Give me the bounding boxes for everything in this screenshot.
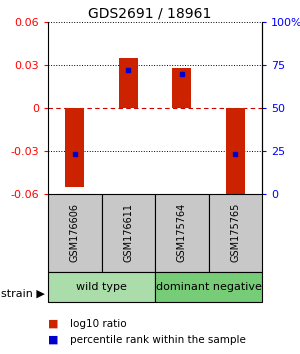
Text: GSM175765: GSM175765 xyxy=(230,203,240,262)
Text: percentile rank within the sample: percentile rank within the sample xyxy=(70,335,246,345)
Text: GDS2691 / 18961: GDS2691 / 18961 xyxy=(88,6,212,20)
Bar xyxy=(119,58,138,108)
FancyBboxPatch shape xyxy=(48,272,155,302)
Bar xyxy=(172,68,191,108)
Text: ■: ■ xyxy=(48,335,58,345)
Bar xyxy=(65,108,84,187)
Text: GSM176611: GSM176611 xyxy=(123,203,133,262)
Text: GSM175764: GSM175764 xyxy=(177,203,187,262)
FancyBboxPatch shape xyxy=(155,194,208,272)
Text: wild type: wild type xyxy=(76,282,127,292)
Bar xyxy=(226,108,244,197)
Text: dominant negative: dominant negative xyxy=(156,282,261,292)
Text: log10 ratio: log10 ratio xyxy=(70,319,127,329)
Text: strain ▶: strain ▶ xyxy=(1,289,45,298)
FancyBboxPatch shape xyxy=(208,194,262,272)
FancyBboxPatch shape xyxy=(101,194,155,272)
Text: ■: ■ xyxy=(48,319,58,329)
FancyBboxPatch shape xyxy=(155,272,262,302)
Text: GSM176606: GSM176606 xyxy=(70,203,80,262)
FancyBboxPatch shape xyxy=(48,194,101,272)
